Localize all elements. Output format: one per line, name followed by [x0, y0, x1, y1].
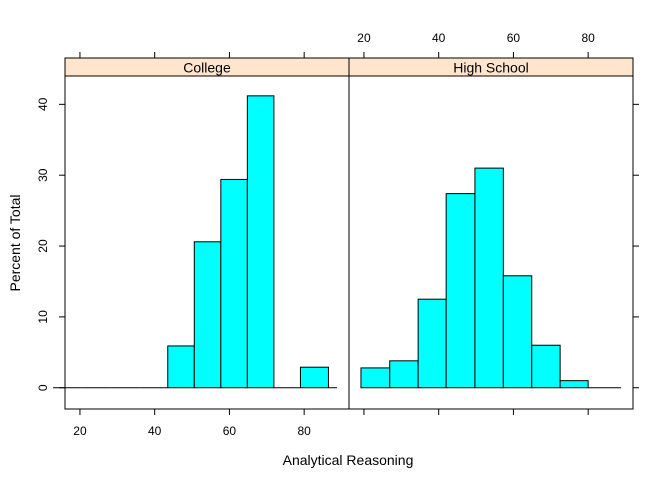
x-tick-label: 40 [432, 31, 446, 45]
x-tick-label: 60 [507, 31, 521, 45]
x-tick-label: 40 [148, 424, 162, 438]
histogram-bar [193, 241, 222, 389]
y-axis-title: Percent of Total [7, 194, 23, 291]
y-tick-label: 0 [36, 384, 50, 391]
histogram-bar [299, 366, 329, 389]
y-tick-label: 10 [36, 310, 50, 324]
x-axis-title: Analytical Reasoning [283, 452, 414, 468]
x-tick-label: 20 [73, 424, 87, 438]
histogram-bar [389, 360, 419, 389]
histogram-bar [360, 367, 391, 389]
x-tick-label: 20 [357, 31, 371, 45]
x-tick-label: 60 [223, 424, 237, 438]
histogram-bar [246, 95, 275, 389]
strip-label: High School [453, 60, 529, 76]
x-tick-label: 80 [297, 424, 311, 438]
histogram-bar [167, 345, 195, 389]
y-tick-label: 30 [36, 168, 50, 182]
histogram-bar [531, 344, 561, 389]
histogram-bar [445, 193, 476, 389]
strip-label: College [183, 60, 231, 76]
x-tick-label: 80 [581, 31, 595, 45]
y-tick-label: 20 [36, 239, 50, 253]
plot-layer: College 20 40 60 80 High School 20 40 60 80 0 10 20 3… [36, 31, 639, 438]
y-tick-label: 40 [36, 97, 50, 111]
histogram-bar [502, 275, 533, 389]
histogram-bar [559, 380, 589, 389]
panel-frame-1 [348, 75, 634, 410]
histogram-bar [417, 298, 447, 389]
histogram-bar [474, 167, 504, 389]
histogram-bar [220, 178, 248, 389]
